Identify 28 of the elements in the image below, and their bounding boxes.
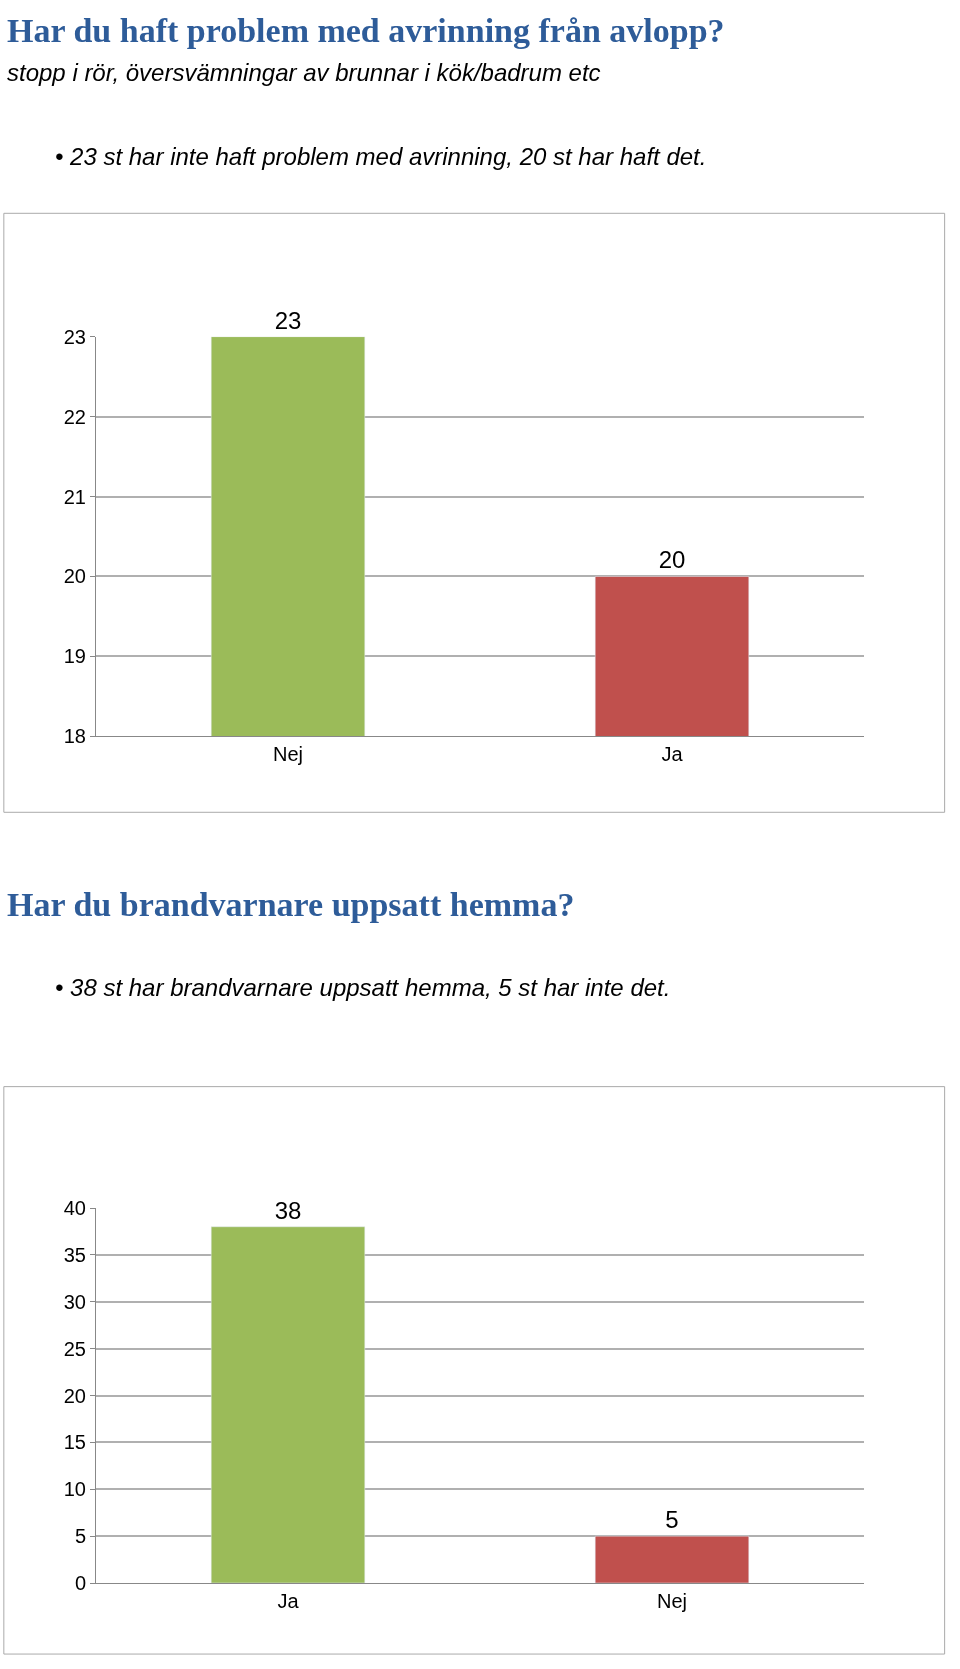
y-tick-label: 35: [63, 1243, 86, 1266]
y-tick-label: 5: [74, 1525, 86, 1548]
y-tick-label: 20: [63, 565, 86, 588]
x-tick-label: Ja: [661, 743, 684, 766]
text: • 23 st har inte haft problem med avrinning, 20 st har haft det.: [55, 143, 707, 170]
y-tick-label: 25: [63, 1337, 86, 1360]
chart-subtitle: stopp i rör, översvämningar av brunnar i kök/badrum etc: [7, 59, 601, 86]
y-tick-label: 15: [63, 1431, 86, 1454]
x-tick-label: Ja: [277, 1590, 300, 1612]
chart-title: Har du brandvarnare uppsatt hemma?: [7, 886, 575, 923]
data-label: 23: [274, 306, 302, 334]
y-tick-label: 0: [74, 1572, 86, 1594]
y-tick-label: 30: [63, 1290, 86, 1313]
y-tick-label: 18: [63, 725, 86, 748]
y-tick-label: 20: [63, 1384, 86, 1407]
text: • 38 st har brandvarnare uppsatt hemma, 5 st har inte det.: [55, 974, 671, 1001]
data-label: 38: [274, 1196, 302, 1224]
y-tick-label: 21: [63, 485, 86, 508]
data-label: 20: [658, 546, 686, 574]
y-tick-label: 22: [63, 405, 86, 428]
x-tick-label: Nej: [656, 1590, 688, 1612]
y-tick-label: 40: [63, 1197, 86, 1220]
x-tick-label: Nej: [272, 743, 304, 766]
data-label: 5: [665, 1506, 679, 1534]
y-tick-label: 19: [63, 645, 86, 668]
y-tick-label: 10: [63, 1478, 86, 1501]
y-tick-label: 23: [63, 325, 86, 348]
chart-title: Har du haft problem med avrinning från avlopp?: [7, 12, 725, 49]
